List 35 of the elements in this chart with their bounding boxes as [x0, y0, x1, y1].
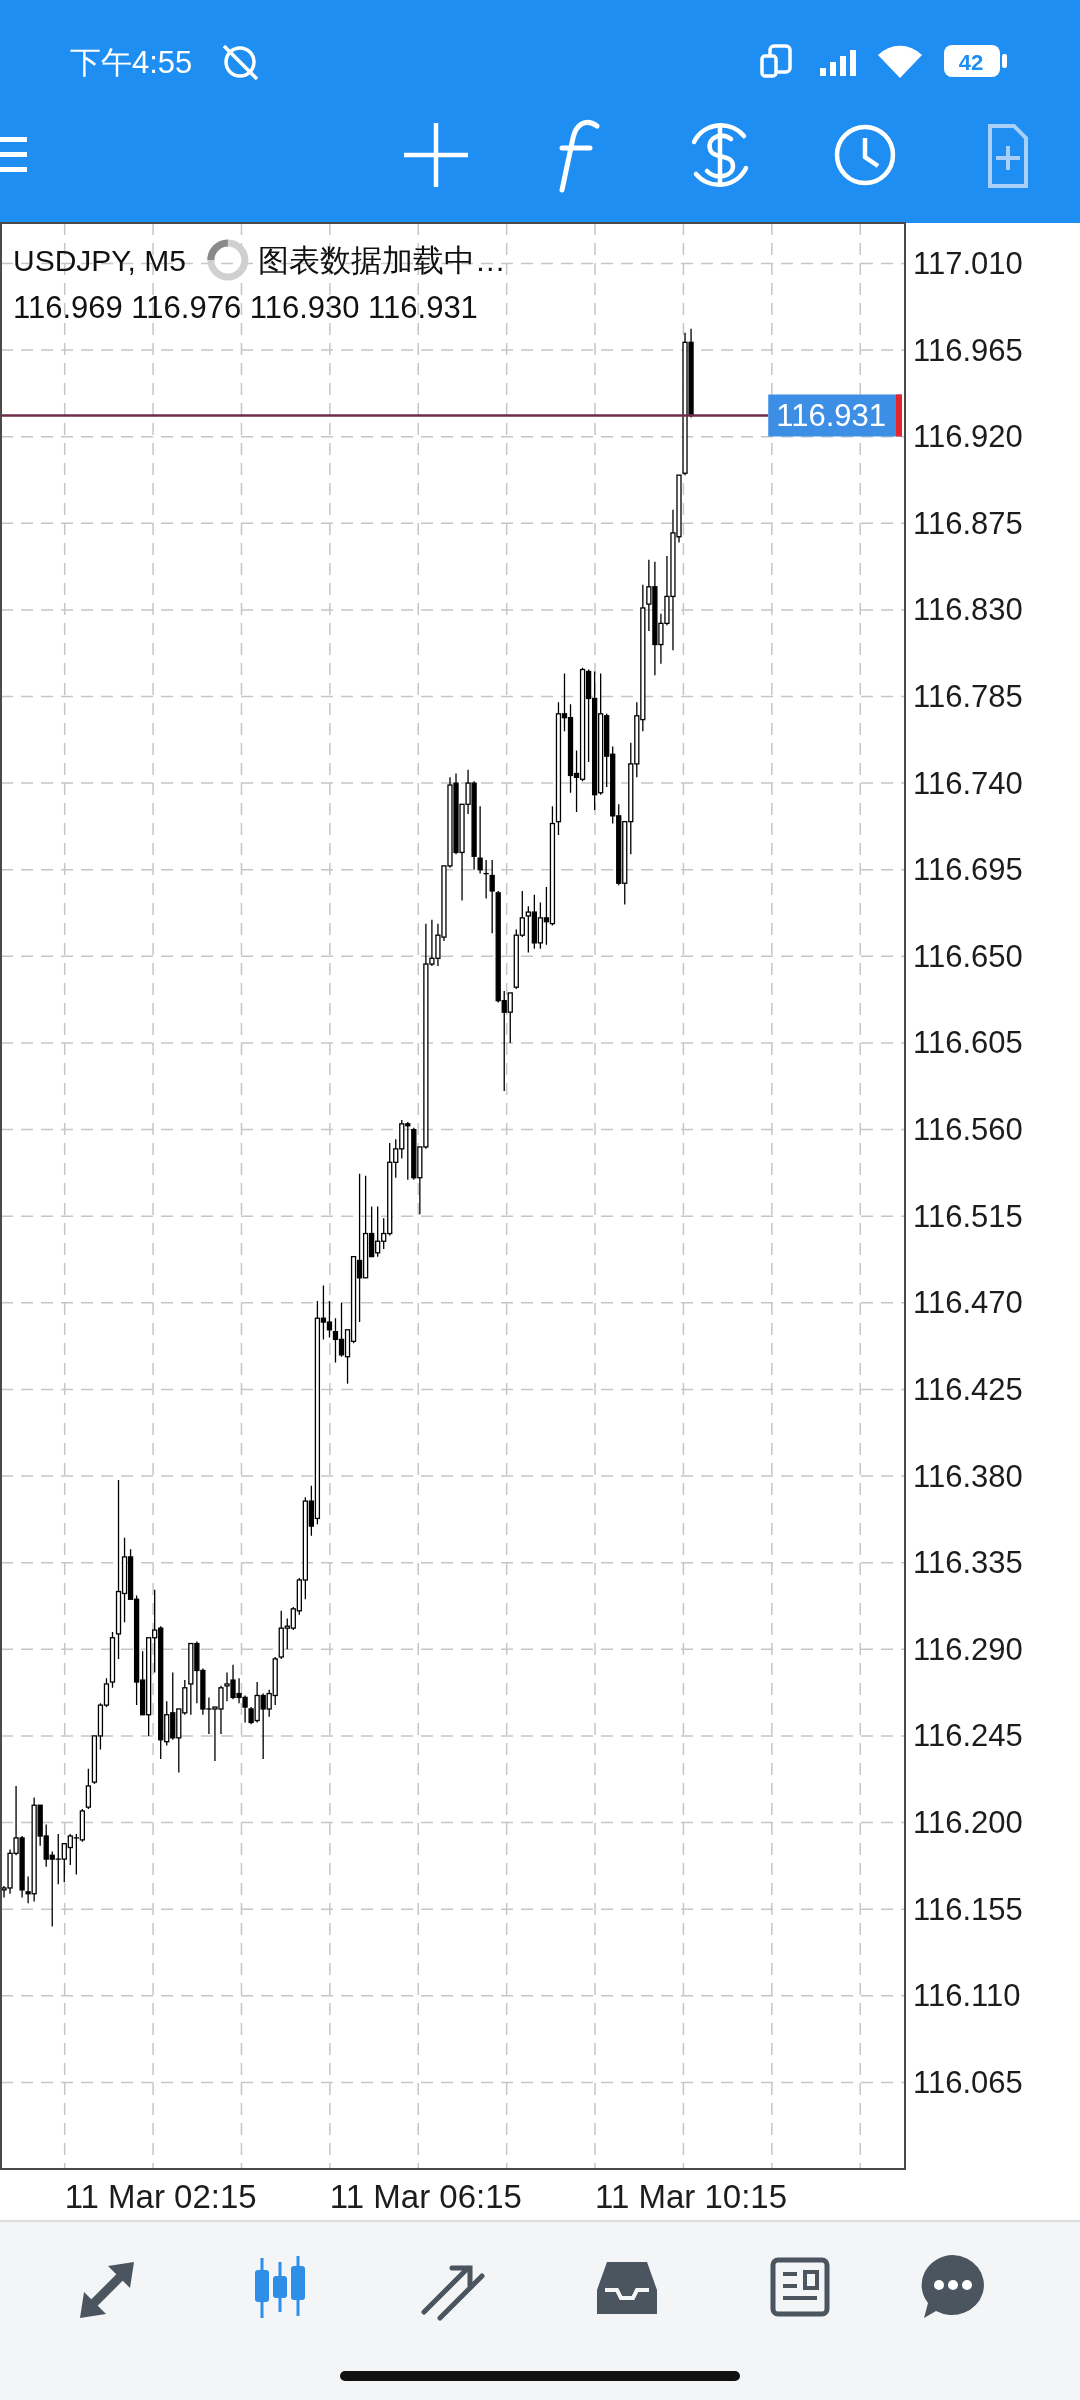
candlestick [477, 805, 483, 875]
y-tick-label: 116.965 [913, 332, 1023, 368]
y-tick-label: 116.515 [913, 1198, 1023, 1234]
y-tick-label: 116.380 [913, 1458, 1023, 1494]
y-tick-label: 116.425 [913, 1371, 1023, 1407]
y-tick-label: 116.290 [913, 1631, 1023, 1667]
subtitle: 图表数据加载中… [257, 242, 506, 278]
y-tick-label: 116.605 [913, 1025, 1023, 1061]
y-tick-label: 116.245 [913, 1718, 1023, 1754]
annotation: 116.969 116.976 116.930 116.931 [13, 289, 478, 325]
candlestick [489, 859, 495, 934]
title: USDJPY, M5 [13, 243, 186, 277]
x-tick-label: 11 Mar 10:15 [595, 2177, 788, 2215]
y-tick-label: 116.155 [913, 1891, 1023, 1927]
y-tick-label: 116.200 [913, 1805, 1023, 1841]
y-tick-label: 116.785 [913, 679, 1023, 714]
annotation: 下午4:55 [70, 44, 193, 80]
candlestick [85, 1767, 92, 1810]
y-tick-label: 116.740 [913, 765, 1023, 801]
x-tick-label: 11 Mar 02:15 [64, 2177, 257, 2215]
y-tick-label: 116.470 [913, 1285, 1023, 1321]
y-tick-label: 116.920 [913, 419, 1023, 455]
y-tick-label: 116.560 [913, 1112, 1023, 1148]
annotation: 42 [958, 49, 984, 75]
x-tick-label: 11 Mar 06:15 [329, 2177, 522, 2215]
y-tick-label: 116.110 [913, 1978, 1021, 2014]
y-tick-label: 116.695 [913, 852, 1023, 888]
y-tick-label: 116.650 [913, 938, 1023, 974]
y-tick-label: 117.010 [913, 245, 1023, 281]
candlestick [483, 859, 489, 900]
y-tick-label: 116.830 [913, 592, 1023, 628]
y-tick-label: 116.065 [913, 2064, 1023, 2100]
y-tick-label: 116.335 [913, 1545, 1023, 1581]
y-tick-label: 116.875 [913, 505, 1023, 541]
ref-line-label: 116.931 [776, 398, 886, 433]
